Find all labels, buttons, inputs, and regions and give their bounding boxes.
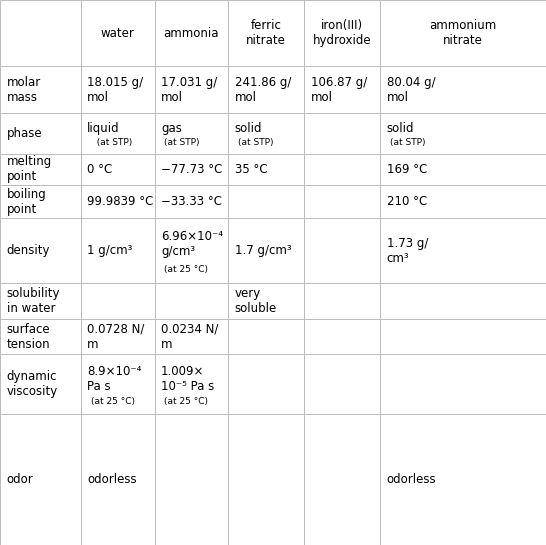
Text: 17.031 g/
mol: 17.031 g/ mol <box>161 76 217 104</box>
Text: 0 °C: 0 °C <box>87 163 112 176</box>
Text: 1 g/cm³: 1 g/cm³ <box>87 244 133 257</box>
Text: 106.87 g/
mol: 106.87 g/ mol <box>311 76 367 104</box>
Text: liquid: liquid <box>87 122 120 135</box>
Text: molar
mass: molar mass <box>7 76 41 104</box>
Text: 80.04 g/
mol: 80.04 g/ mol <box>387 76 435 104</box>
Text: ferric
nitrate: ferric nitrate <box>246 19 286 47</box>
Text: 0.0234 N/
m: 0.0234 N/ m <box>161 323 218 350</box>
Text: iron(III)
hydroxide: iron(III) hydroxide <box>313 19 371 47</box>
Text: 210 °C: 210 °C <box>387 195 427 208</box>
Text: (at STP): (at STP) <box>238 138 274 147</box>
Text: (at STP): (at STP) <box>390 138 425 147</box>
Text: 99.9839 °C: 99.9839 °C <box>87 195 154 208</box>
Text: 1.73 g/
cm³: 1.73 g/ cm³ <box>387 237 428 265</box>
Text: −77.73 °C: −77.73 °C <box>161 163 222 176</box>
Text: boiling
point: boiling point <box>7 187 46 216</box>
Text: (at STP): (at STP) <box>91 138 132 147</box>
Text: 1.7 g/cm³: 1.7 g/cm³ <box>235 244 292 257</box>
Text: 18.015 g/
mol: 18.015 g/ mol <box>87 76 144 104</box>
Text: 6.96×10⁻⁴
g/cm³: 6.96×10⁻⁴ g/cm³ <box>161 231 223 258</box>
Text: surface
tension: surface tension <box>7 323 50 350</box>
Text: solid: solid <box>387 122 414 135</box>
Text: odorless: odorless <box>87 473 137 486</box>
Text: dynamic
viscosity: dynamic viscosity <box>7 370 58 398</box>
Text: 1.009×
10⁻⁵ Pa s: 1.009× 10⁻⁵ Pa s <box>161 365 215 392</box>
Text: 169 °C: 169 °C <box>387 163 427 176</box>
Text: melting
point: melting point <box>7 155 52 184</box>
Text: gas: gas <box>161 122 182 135</box>
Text: odorless: odorless <box>387 473 436 486</box>
Text: phase: phase <box>7 127 42 140</box>
Text: ammonia: ammonia <box>164 27 219 40</box>
Text: very
soluble: very soluble <box>235 287 277 315</box>
Text: 0.0728 N/
m: 0.0728 N/ m <box>87 323 145 350</box>
Text: odor: odor <box>7 473 33 486</box>
Text: (at 25 °C): (at 25 °C) <box>91 397 135 406</box>
Text: 8.9×10⁻⁴
Pa s: 8.9×10⁻⁴ Pa s <box>87 365 142 392</box>
Text: solubility
in water: solubility in water <box>7 287 60 315</box>
Text: (at 25 °C): (at 25 °C) <box>164 397 209 406</box>
Text: 35 °C: 35 °C <box>235 163 268 176</box>
Text: 241.86 g/
mol: 241.86 g/ mol <box>235 76 291 104</box>
Text: −33.33 °C: −33.33 °C <box>161 195 222 208</box>
Text: (at STP): (at STP) <box>164 138 200 147</box>
Text: density: density <box>7 244 50 257</box>
Text: water: water <box>100 27 135 40</box>
Text: ammonium
nitrate: ammonium nitrate <box>429 19 497 47</box>
Text: solid: solid <box>235 122 262 135</box>
Text: (at 25 °C): (at 25 °C) <box>164 265 209 274</box>
